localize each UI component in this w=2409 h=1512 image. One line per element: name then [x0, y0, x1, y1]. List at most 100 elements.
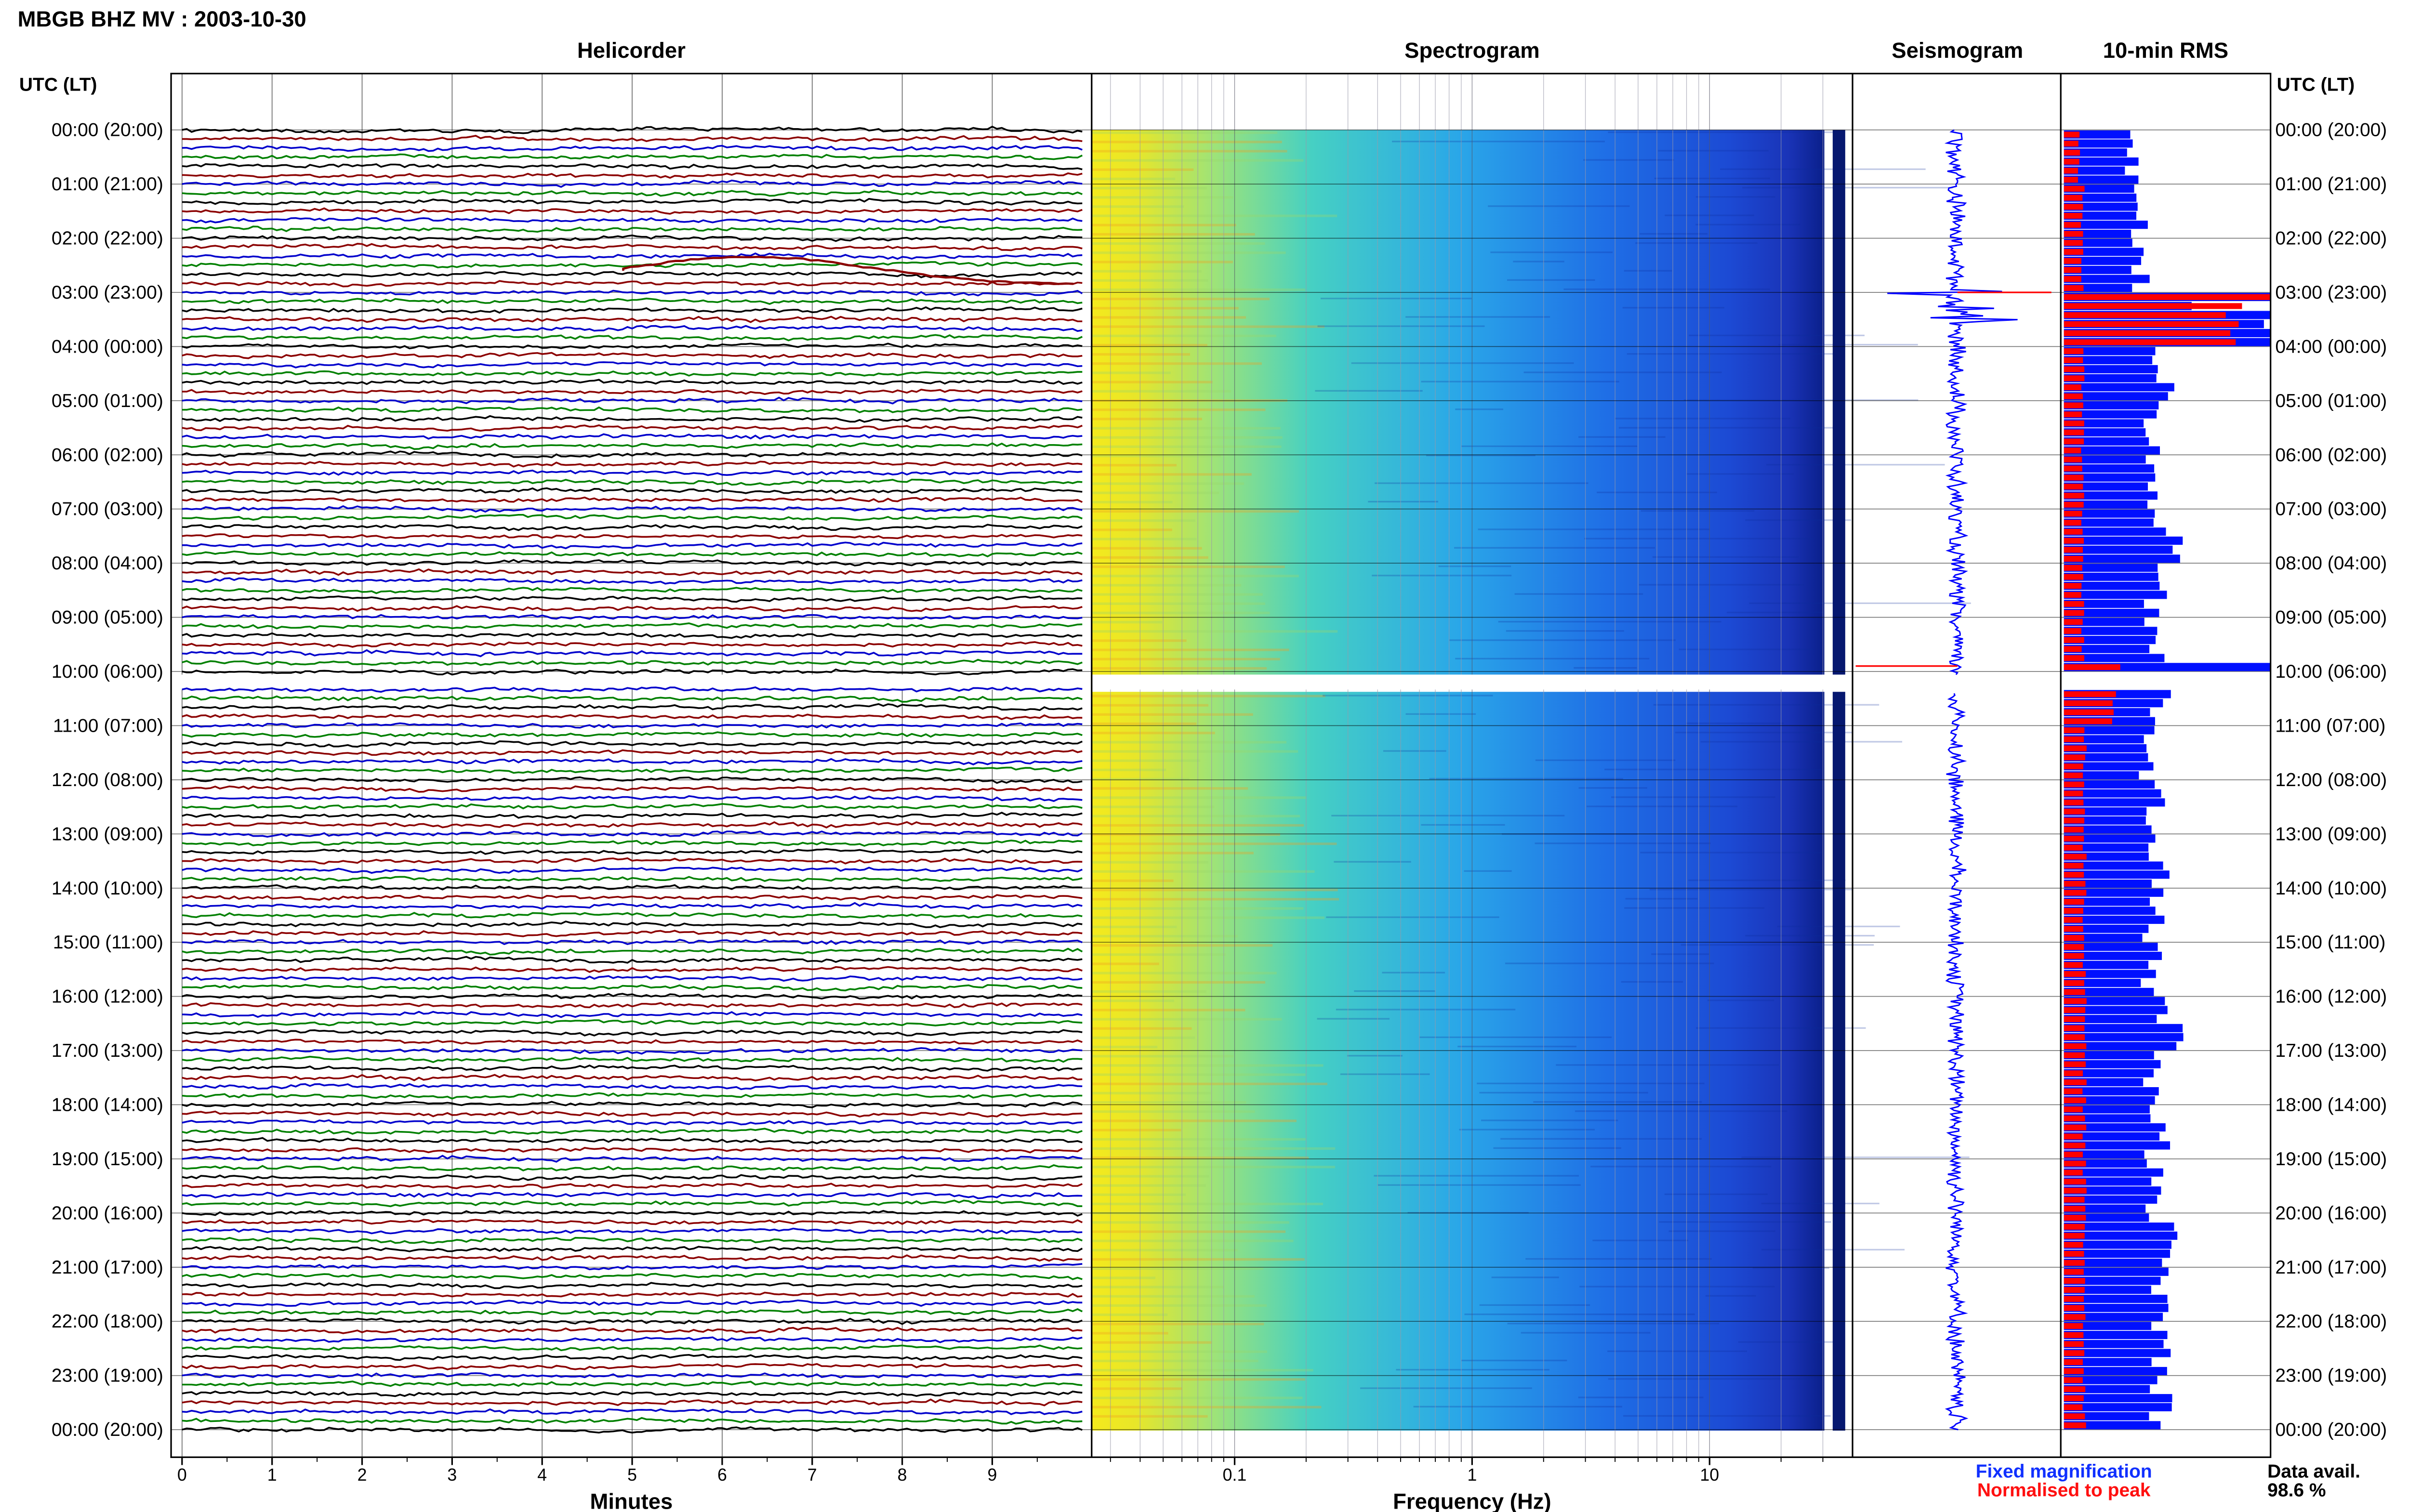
helicorder-trace [182, 658, 1083, 666]
rms-bar-normalised [2064, 1206, 2086, 1212]
rms-bar-fixed [2064, 166, 2125, 175]
rms-bar-fixed [2064, 1223, 2174, 1231]
rms-bar-fixed [2064, 1240, 2171, 1249]
rms-bar-normalised [2064, 474, 2084, 481]
helicorder-trace [182, 1372, 1083, 1379]
rms-bar-normalised [2064, 1395, 2084, 1401]
time-label-left: 21:00 (17:00) [52, 1257, 163, 1278]
helicorder-trace [182, 163, 1083, 171]
spectrogram-tick-label: 10 [1700, 1465, 1719, 1485]
rms-bar-normalised [2064, 1250, 2084, 1257]
spectrogram-heading: Spectrogram [1404, 38, 1540, 63]
time-label-left: 23:00 (19:00) [52, 1366, 163, 1386]
rms-bar-fixed [2064, 1249, 2171, 1258]
helicorder-trace [182, 352, 1083, 359]
time-label-left: 22:00 (18:00) [52, 1311, 163, 1332]
helicorder-trace [182, 1011, 1083, 1018]
rms-bar-normalised [2064, 799, 2084, 806]
helicorder-trace [182, 867, 1083, 874]
rms-bar-normalised [2064, 492, 2084, 499]
helicorder-trace [182, 370, 1083, 377]
helicorder-trace [182, 306, 1083, 314]
rms-bar-fixed [2064, 130, 2131, 139]
helicorder-trace [182, 289, 1083, 297]
rms-bar-fixed [2064, 888, 2164, 897]
helicorder-trace [182, 1336, 1083, 1343]
rms-bar-fixed [2064, 536, 2183, 545]
rms-bar-fixed [2064, 1186, 2161, 1195]
helicorder-trace [182, 415, 1083, 423]
helicorder-trace [182, 993, 1083, 999]
helicorder-trace [182, 487, 1083, 494]
rms-bar-normalised [2064, 1296, 2084, 1302]
seismogram-trace [1855, 129, 2052, 1431]
time-label-left: 17:00 (13:00) [52, 1040, 163, 1061]
rms-bar-fixed [2064, 221, 2148, 229]
rms-bar-normalised [2064, 935, 2084, 941]
rms-bar-normalised [2064, 691, 2116, 697]
seismogram-heading: Seismogram [1892, 38, 2023, 63]
rms-bar-normalised [2064, 790, 2083, 797]
helicorder-trace [182, 795, 1083, 802]
helicorder-trace [182, 1164, 1083, 1171]
helicorder-trace [182, 361, 1083, 368]
time-label-right: 22:00 (18:00) [2275, 1311, 2387, 1332]
rms-bar-normalised [2064, 1016, 2085, 1022]
rms-bar-normalised [2064, 420, 2084, 427]
rms-bar-normalised [2064, 772, 2083, 778]
rms-bar-normalised [2064, 438, 2084, 445]
rms-bar-normalised [2064, 827, 2084, 833]
rms-bar-normalised [2064, 204, 2083, 210]
rms-bar-normalised [2064, 1242, 2083, 1248]
event-trace [622, 255, 1073, 285]
time-label-right: 03:00 (23:00) [2275, 282, 2387, 303]
helicorder-trace [182, 956, 1083, 964]
rms-bar-fixed [2064, 257, 2142, 265]
rms-bar-fixed [2064, 1259, 2162, 1267]
rms-bar-fixed [2064, 1276, 2161, 1285]
rms-bar-normalised [2064, 330, 2231, 336]
rms-bar-normalised [2064, 899, 2084, 905]
time-label-right: 18:00 (14:00) [2275, 1094, 2387, 1115]
rms-bar-fixed [2064, 1340, 2164, 1348]
time-label-left: 03:00 (23:00) [52, 282, 163, 303]
rms-bar-fixed [2064, 1096, 2155, 1104]
helicorder-trace [182, 695, 1083, 703]
time-label-right: 01:00 (21:00) [2275, 174, 2387, 195]
helicorder-trace [182, 1273, 1083, 1280]
rms-bar-fixed [2064, 473, 2156, 482]
rms-bar-normalised [2064, 149, 2080, 156]
rms-bar-fixed [2064, 1421, 2161, 1430]
rms-bar-fixed [2064, 464, 2155, 473]
helicorder-tick-label: 6 [717, 1465, 727, 1485]
rms-bar-fixed [2064, 1267, 2169, 1276]
rms-bar-fixed [2064, 428, 2146, 437]
rms-bar-normalised [2064, 168, 2078, 174]
time-label-right: 02:00 (22:00) [2275, 228, 2387, 249]
rms-bar-fixed [2064, 509, 2155, 518]
helicorder-trace [182, 1308, 1083, 1316]
helicorder-trace [182, 930, 1083, 937]
rms-bar-normalised [2064, 574, 2083, 580]
helicorder-trace [182, 1381, 1083, 1387]
rms-bar-normalised [2064, 1061, 2086, 1067]
rms-bar-fixed [2064, 861, 2163, 870]
helicorder-trace [182, 1055, 1083, 1064]
helicorder-trace [182, 1029, 1083, 1037]
time-label-right: 09:00 (05:00) [2275, 607, 2387, 628]
helicorder-trace [182, 145, 1083, 152]
rms-bar-fixed [2064, 943, 2158, 951]
rms-bar-normalised [2064, 1178, 2086, 1185]
rms-heading: 10-min RMS [2103, 38, 2228, 63]
time-label-right: 12:00 (08:00) [2275, 770, 2387, 790]
rms-bar-fixed [2064, 843, 2149, 852]
time-label-left: 14:00 (10:00) [52, 878, 163, 899]
rms-bar-normalised [2064, 628, 2082, 634]
rms-bar-normalised [2064, 131, 2080, 138]
time-label-left: 11:00 (07:00) [53, 715, 163, 736]
time-label-right: 00:00 (20:00) [2275, 1420, 2387, 1440]
helicorder-trace [182, 252, 1083, 260]
time-axis-labels: 00:00 (20:00) 00:00 (20:00) 01:00 (21:00) 0… [52, 120, 2387, 1440]
rms-bar-fixed [2064, 392, 2168, 401]
rms-bar-normalised [2064, 1413, 2085, 1420]
